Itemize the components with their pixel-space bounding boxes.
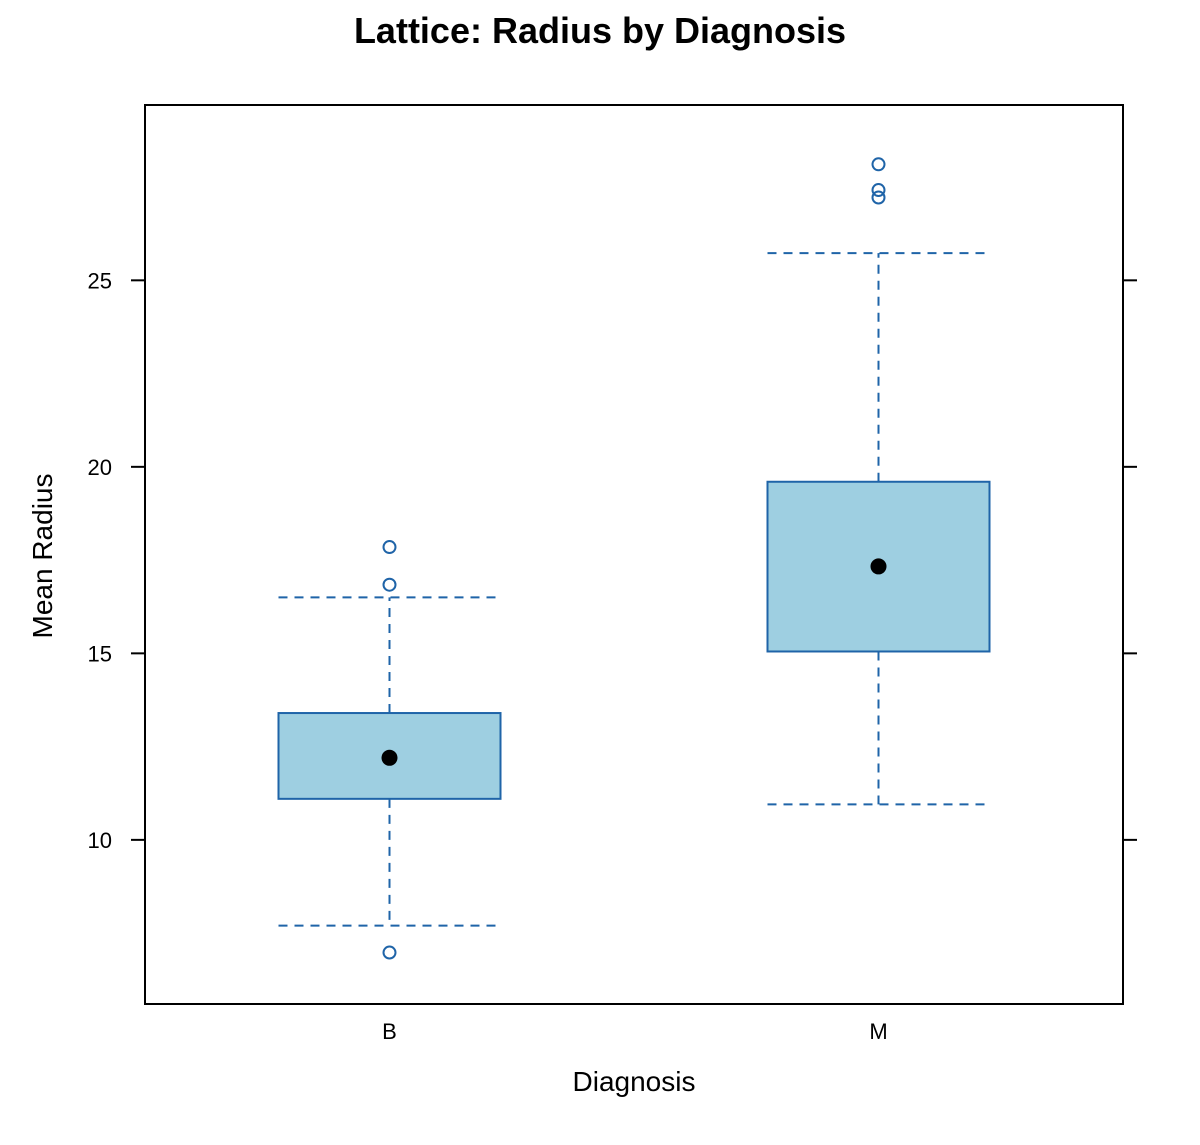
y-axis-label: Mean Radius [27, 474, 58, 639]
outlier-point [382, 945, 397, 960]
box-group-M [766, 157, 991, 806]
y-tick-label: 25 [88, 268, 112, 293]
boxes [277, 157, 991, 960]
y-tick-label: 20 [88, 455, 112, 480]
y-axis: 10 15 20 25 [88, 268, 1137, 853]
outlier-point [871, 183, 886, 198]
outlier-point [382, 577, 397, 592]
outlier-point [382, 540, 397, 555]
plot-frame [144, 104, 1124, 1005]
y-tick-label: 15 [88, 641, 112, 666]
outlier-point [871, 190, 886, 205]
y-tick-label: 10 [88, 828, 112, 853]
x-tick-label-B: B [382, 1019, 397, 1044]
box-group-B [277, 540, 502, 960]
chart-title: Lattice: Radius by Diagnosis [354, 10, 846, 51]
x-tick-label-M: M [869, 1019, 887, 1044]
outlier-point [871, 157, 886, 172]
median-dot [381, 749, 398, 766]
median-dot [870, 558, 887, 575]
x-axis-label: Diagnosis [573, 1066, 696, 1097]
